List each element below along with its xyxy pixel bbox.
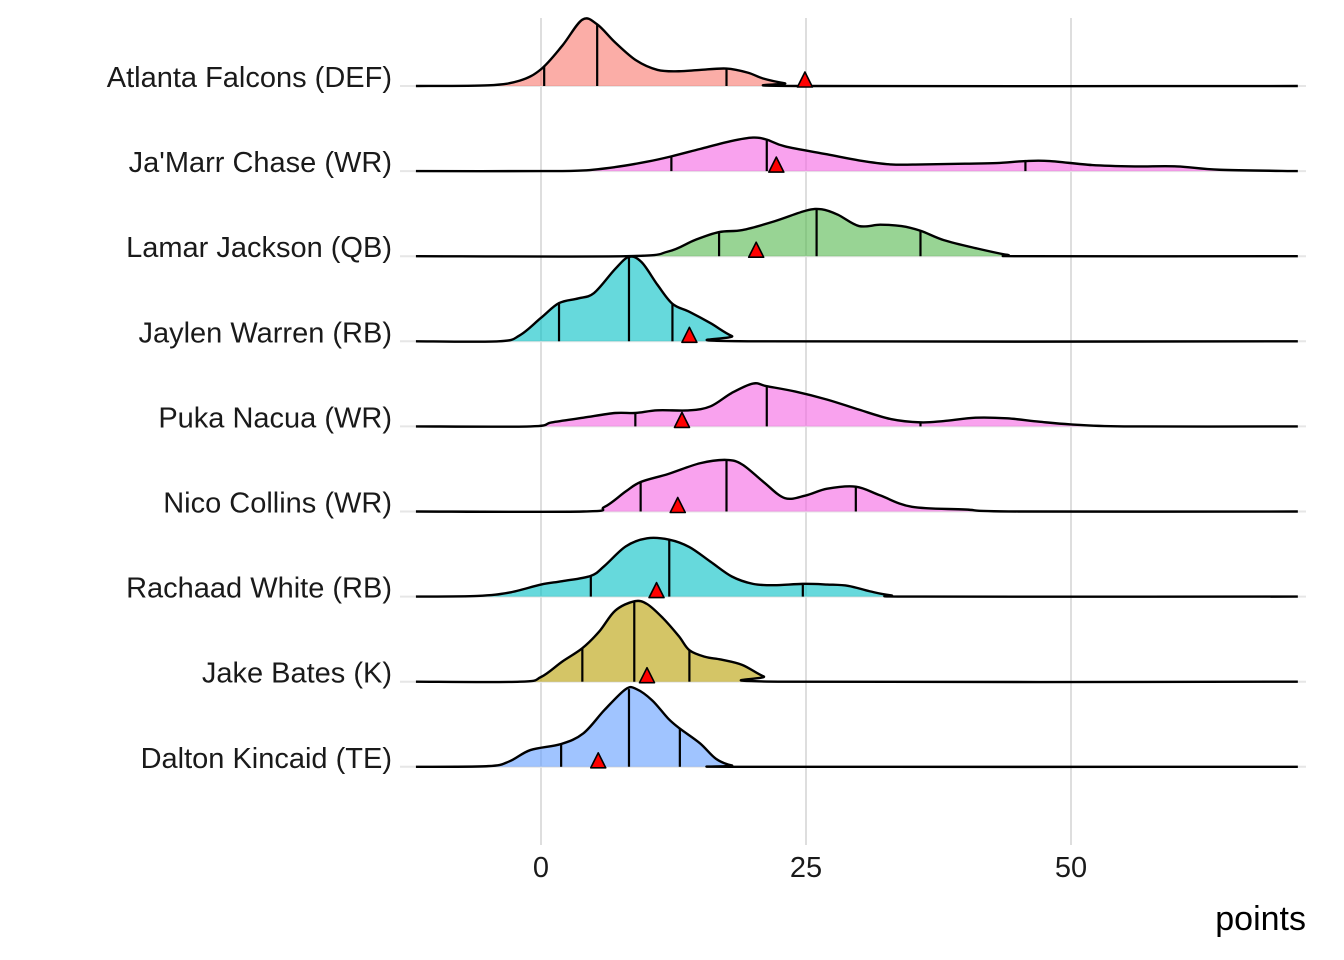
ridge-2 [415,207,1298,258]
ridge-4 [415,382,1298,429]
actual-points-marker [648,581,665,599]
y-tick-label: Nico Collins (WR) [163,488,392,520]
actual-points-marker [669,496,687,514]
actual-points-marker [796,71,814,88]
actual-points-marker [589,752,607,769]
y-tick-label: Atlanta Falcons (DEF) [107,62,392,94]
x-tick-label: 0 [533,852,549,884]
density-fill [415,256,1298,342]
density-outline [415,536,1298,598]
density-fill [415,459,1298,512]
gridlines [400,18,1306,845]
x-tick-label: 25 [790,852,822,884]
y-tick-label: Dalton Kincaid (TE) [141,743,392,775]
density-outline [415,255,1298,343]
x-tick-label: 50 [1055,852,1087,884]
ridge-1 [415,136,1298,173]
density-fill [415,208,1298,257]
actual-points-marker [747,241,765,258]
ridge-7 [415,599,1298,684]
ridges [415,17,1298,769]
y-tick-label: Ja'Marr Chase (WR) [129,147,392,179]
density-outline [415,207,1298,258]
y-tick-label: Jake Bates (K) [202,658,392,690]
density-outline [415,382,1298,428]
y-tick-label: Rachaad White (RB) [126,573,392,605]
density-fill [415,600,1298,683]
ridge-5 [415,458,1298,514]
actual-points-marker [673,411,691,429]
y-tick-label: Puka Nacua (WR) [158,402,392,434]
density-outline [415,17,1298,88]
actual-points-marker [638,666,656,684]
density-outline [415,136,1298,173]
ridge-3 [415,255,1298,344]
y-tick-label: Jaylen Warren (RB) [138,317,392,349]
density-outline [415,685,1298,769]
density-fill [415,383,1298,427]
ridge-0 [415,17,1298,88]
density-fill [415,537,1298,597]
density-outline [415,599,1298,684]
actual-points-marker [681,326,698,344]
y-axis-labels: Atlanta Falcons (DEF) Ja'Marr Chase (WR) L… [107,62,392,775]
density-fill [415,137,1298,172]
actual-points-marker [768,156,785,173]
density-fill [415,18,1298,87]
x-axis-title: points [1215,900,1306,938]
density-fill [415,687,1298,767]
x-axis-ticks: 0 25 50 [533,852,1087,884]
ridge-8 [415,685,1298,769]
y-tick-label: Lamar Jackson (QB) [126,232,392,264]
ridge-6 [415,536,1298,599]
density-outline [415,458,1298,514]
